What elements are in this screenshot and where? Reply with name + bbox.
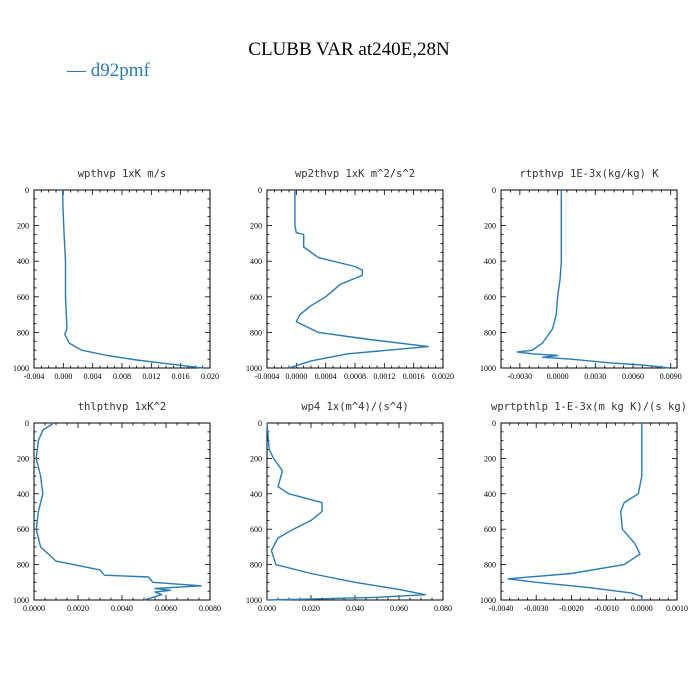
y-tick-label: 400 [484,257,496,266]
panel-title: thlpthvp 1xK^2 [78,401,167,413]
legend-label: — d92pmf [66,60,151,81]
x-tick-label: 0.060 [390,604,408,613]
x-tick-label: 0.016 [172,372,190,381]
y-tick-label: 1000 [480,596,496,605]
panel-title: wp4 1x(m^4)/(s^4) [301,401,408,413]
series-line-d92pmf [35,422,202,601]
y-tick-label: 400 [484,490,496,499]
x-tick-label: 0.0060 [622,372,644,381]
x-tick-label: -0.0040 [489,604,514,613]
x-tick-label: -0.0010 [594,604,619,613]
y-tick-label: 400 [17,490,29,499]
series-line-d92pmf [516,190,670,369]
x-tick-label: 0.0000 [285,372,307,381]
x-tick-label: -0.0030 [524,604,549,613]
x-tick-label: 0.0004 [315,372,337,381]
y-tick-label: 800 [484,561,496,570]
y-tick-label: 0 [492,186,496,195]
plot-frame [266,422,444,601]
y-tick-label: 200 [17,454,29,463]
y-tick-label: 600 [17,293,29,302]
plot-frame [500,189,678,369]
y-tick-label: 0 [25,419,29,428]
y-tick-label: 400 [17,257,29,266]
y-tick-label: 200 [250,454,262,463]
x-tick-label: 0.0080 [199,604,221,613]
y-tick-label: 600 [484,525,496,534]
panel-3: rtpthvp 1E-3x(kg/kg) K -0.0030 0.0000 0.003… [480,168,682,381]
plot-frame [33,422,211,601]
series-line-d92pmf [288,190,429,369]
y-tick-label: 800 [484,328,496,337]
x-tick-label: 0.004 [84,372,102,381]
plot-frame [33,189,211,369]
y-tick-label: 0 [258,419,262,428]
y-tick-label: 1000 [246,596,262,605]
y-tick-label: 1000 [480,364,496,373]
x-tick-label: 0.0000 [631,604,653,613]
y-tick-label: 1000 [13,364,29,373]
panel-title: wprtpthlp 1-E-3x(m kg K)/(s kg) [491,401,687,413]
y-tick-label: 800 [17,561,29,570]
plot-frame [500,422,678,601]
y-tick-label: 800 [250,561,262,570]
panel-title: wp2thvp 1xK m^2/s^2 [295,168,415,180]
y-tick-label: 800 [17,328,29,337]
x-tick-label: -0.0004 [255,372,280,381]
series-line-d92pmf [507,423,643,600]
figure-title: CLUBB VAR at240E,28N [248,39,450,60]
x-tick-label: 0.008 [113,372,131,381]
x-tick-label: 0.0010 [666,604,688,613]
y-tick-label: 1000 [246,364,262,373]
x-tick-label: 0.000 [54,372,72,381]
x-tick-label: 0.0000 [23,604,45,613]
x-tick-label: -0.0020 [559,604,584,613]
legend: — d92pmf [66,60,151,81]
x-tick-label: 0.0008 [344,372,366,381]
x-tick-label: 0.0000 [547,372,569,381]
x-tick-label: 0.0012 [373,372,395,381]
y-tick-label: 400 [250,257,262,266]
x-tick-label: 0.0020 [67,604,89,613]
panel-1: wpthvp 1xK m/s -0.004 0.000 0.004 0.008 0.012… [13,168,219,381]
x-tick-label: 0.040 [346,604,364,613]
y-tick-label: 600 [17,525,29,534]
panels-group: wpthvp 1xK m/s -0.004 0.000 0.004 0.008 0.012… [13,168,688,613]
panel-title: rtpthvp 1E-3x(kg/kg) K [519,168,659,180]
x-tick-label: -0.0030 [508,372,533,381]
x-tick-label: 0.0060 [155,604,177,613]
y-tick-label: 800 [250,328,262,337]
series-line-d92pmf [266,422,427,601]
y-tick-label: 200 [250,222,262,231]
panel-title: wpthvp 1xK m/s [78,168,167,180]
panel-6: wprtpthlp 1-E-3x(m kg K)/(s kg) -0.0040 -0… [480,401,688,613]
y-tick-label: 400 [250,490,262,499]
y-tick-label: 1000 [13,596,29,605]
x-tick-label: 0.0090 [660,372,682,381]
y-tick-label: 0 [258,186,262,195]
series-line-d92pmf [61,189,203,369]
y-tick-label: 200 [17,222,29,231]
x-tick-label: 0.020 [302,604,320,613]
y-tick-label: 600 [484,293,496,302]
y-tick-label: 0 [492,419,496,428]
x-tick-label: 0.0030 [584,372,606,381]
x-tick-label: 0.0020 [432,372,454,381]
x-tick-label: 0.020 [201,372,219,381]
x-tick-label: 0.080 [434,604,452,613]
panel-2: wp2thvp 1xK m^2/s^2 -0.0004 0.0000 0.0004 0.… [246,168,454,381]
y-tick-label: 0 [25,186,29,195]
x-tick-label: 0.0016 [403,372,425,381]
x-tick-label: 0.000 [258,604,276,613]
x-tick-label: 0.0040 [111,604,133,613]
y-tick-label: 200 [484,222,496,231]
y-tick-label: 200 [484,454,496,463]
x-tick-label: -0.004 [24,372,45,381]
x-tick-label: 0.012 [142,372,160,381]
panel-5: wp4 1x(m^4)/(s^4) 0.000 0.020 0.040 0.060 0.0… [246,401,452,613]
panel-4: thlpthvp 1xK^2 0.0000 0.0020 0.0040 0.0060 0.… [13,401,221,613]
y-tick-label: 600 [250,293,262,302]
y-tick-label: 600 [250,525,262,534]
